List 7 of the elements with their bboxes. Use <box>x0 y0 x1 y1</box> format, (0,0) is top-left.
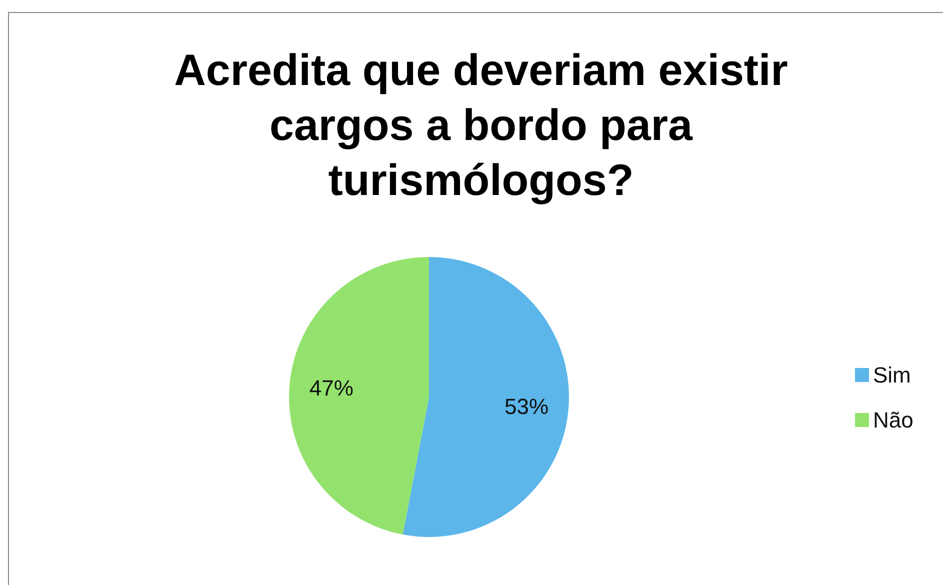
legend-label: Sim <box>873 362 911 388</box>
pie-slice <box>289 257 429 535</box>
chart-title: Acredita que deveriam existir cargos a bordo para turismólogos? <box>174 46 788 205</box>
pie-slice <box>402 257 569 537</box>
legend-label: Não <box>873 408 914 433</box>
data-label: 53% <box>504 394 549 419</box>
data-label: 47% <box>309 375 354 400</box>
